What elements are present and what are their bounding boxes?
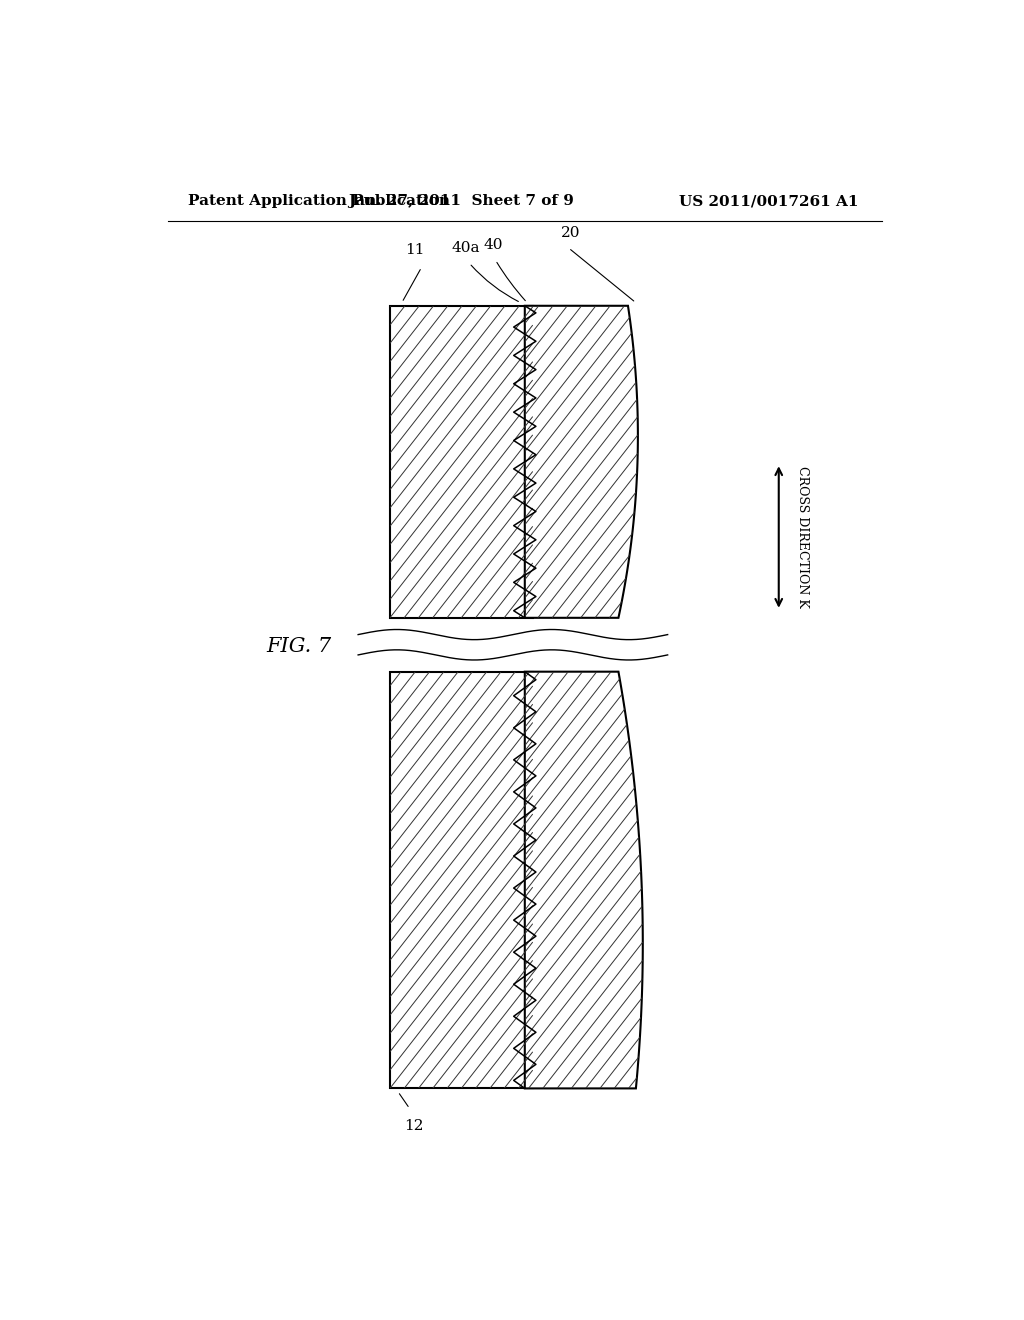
Text: 40: 40	[483, 238, 503, 252]
Text: Jan. 27, 2011  Sheet 7 of 9: Jan. 27, 2011 Sheet 7 of 9	[348, 194, 574, 209]
Text: US 2011/0017261 A1: US 2011/0017261 A1	[679, 194, 858, 209]
Polygon shape	[524, 672, 643, 1089]
Text: 12: 12	[403, 1119, 424, 1133]
Text: 20: 20	[561, 226, 581, 240]
Text: Patent Application Publication: Patent Application Publication	[187, 194, 450, 209]
Text: FIG. 7: FIG. 7	[266, 636, 331, 656]
Text: 11: 11	[406, 243, 425, 257]
Polygon shape	[390, 306, 532, 618]
Polygon shape	[524, 306, 638, 618]
Polygon shape	[390, 672, 532, 1089]
Text: 40a: 40a	[451, 242, 479, 255]
Text: CROSS DIRECTION K: CROSS DIRECTION K	[796, 466, 809, 609]
